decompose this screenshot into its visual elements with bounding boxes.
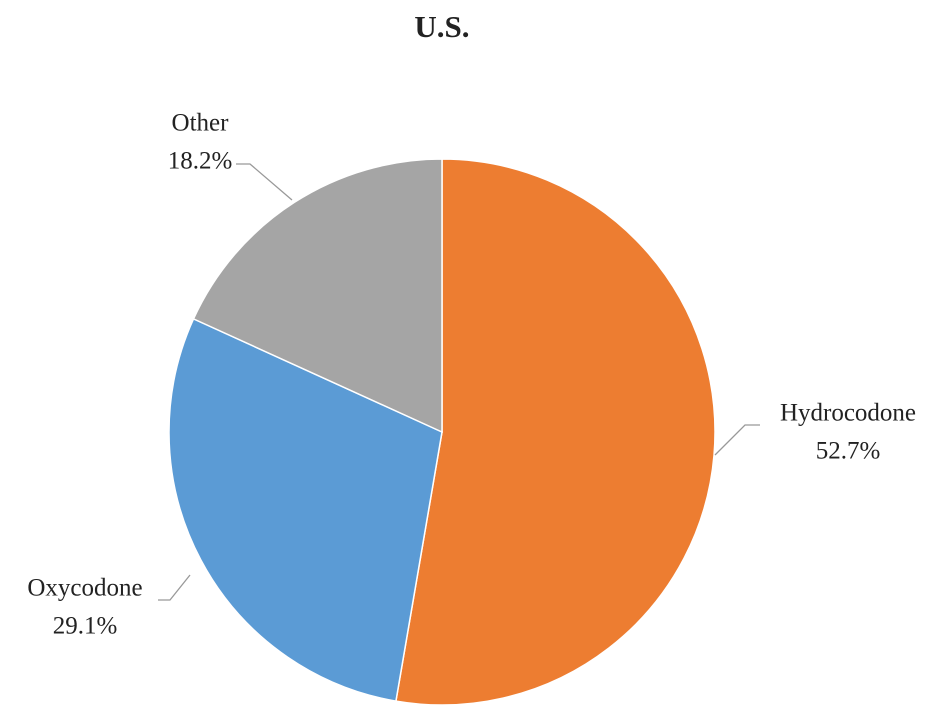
slice-value: 52.7% — [816, 438, 881, 465]
slice-label: Oxycodone — [27, 575, 142, 602]
pie-slice — [168, 317, 443, 702]
slice-label: Other — [172, 110, 230, 137]
leader-line — [714, 424, 760, 456]
pie-slice — [192, 158, 443, 434]
chart-title: U.S. — [414, 9, 469, 44]
pie-slice — [395, 158, 716, 706]
slice-value: 29.1% — [53, 613, 118, 640]
slice-value: 18.2% — [168, 148, 233, 175]
leader-line — [236, 163, 293, 201]
slice-label: Hydrocodone — [780, 400, 916, 427]
leader-line — [158, 574, 191, 601]
